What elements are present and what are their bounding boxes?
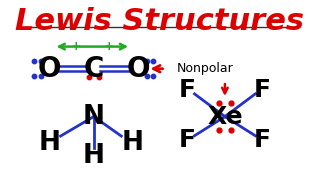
Text: N: N — [83, 103, 105, 130]
Text: F: F — [254, 128, 271, 152]
Text: C: C — [84, 55, 104, 83]
Text: O: O — [38, 55, 61, 83]
Text: F: F — [179, 128, 196, 152]
Text: Nonpolar: Nonpolar — [177, 62, 233, 75]
Text: +: + — [104, 40, 114, 53]
Text: F: F — [179, 78, 196, 102]
Text: F: F — [254, 78, 271, 102]
Text: H: H — [121, 130, 143, 156]
Text: O: O — [126, 55, 150, 83]
Text: +: + — [70, 40, 81, 53]
Text: Lewis Structures: Lewis Structures — [15, 7, 305, 36]
Text: H: H — [83, 143, 105, 169]
Text: Xe: Xe — [207, 105, 243, 129]
Text: H: H — [38, 130, 60, 156]
